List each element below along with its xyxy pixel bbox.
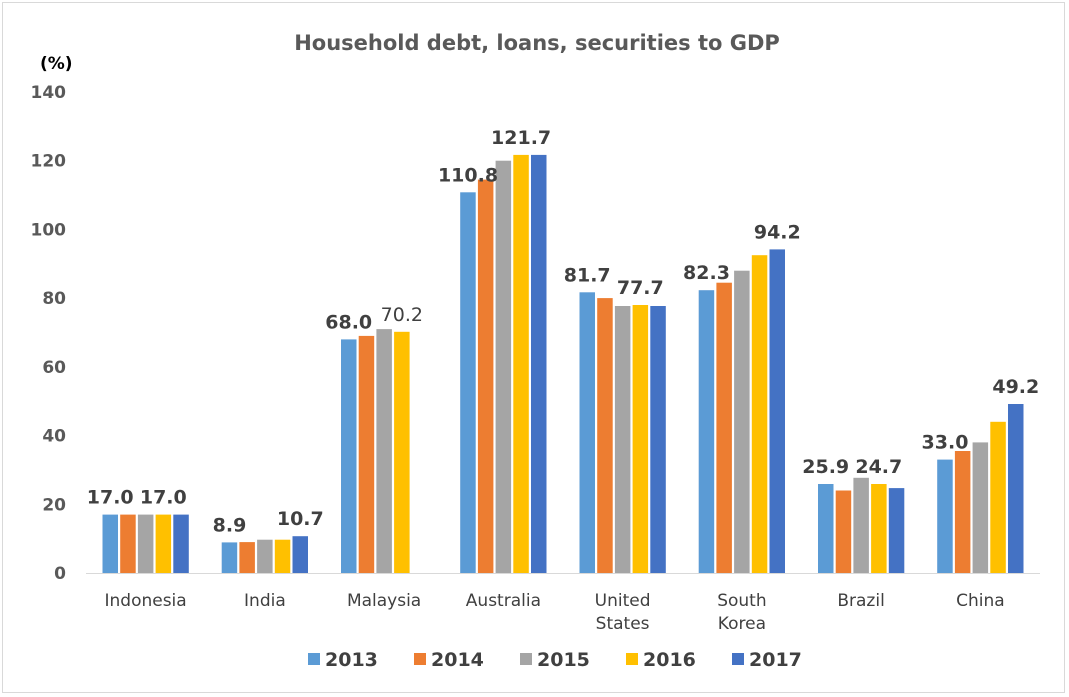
bar-2013 [341,339,357,573]
legend-swatch-2014 [414,653,426,665]
y-tick-label: 100 [31,220,67,240]
x-tick-label: Korea [718,614,766,634]
legend-swatch-2015 [520,653,532,665]
bar-2014 [954,451,971,573]
bar-series [102,154,1024,574]
y-axis: 0 20 40 60 80 100 120 140 [31,83,67,584]
y-tick-label: 80 [42,289,66,309]
bar-2013 [579,292,595,573]
bar-2016 [155,514,172,573]
data-label: 25.9 [802,456,849,478]
bar-2015 [734,270,750,573]
bar-2015 [853,477,869,573]
bar-2013 [102,514,118,573]
legend-swatch-2016 [626,653,638,665]
data-label: 8.9 [213,514,247,536]
y-tick-label: 40 [42,427,66,447]
legend-label: 2017 [749,649,802,671]
bar-2017 [888,488,905,573]
bar-2013 [221,542,238,573]
x-tick-label: China [956,591,1005,611]
y-tick-label: 60 [42,358,66,378]
bar-2016 [632,305,649,573]
x-tick-label: Australia [466,591,541,611]
data-label: 82.3 [683,262,730,284]
legend-swatch-2013 [308,653,320,665]
x-tick-label: Brazil [837,591,884,611]
bar-2016 [871,484,887,573]
data-labels: 17.0 17.0 8.9 10.7 68.0 70.2 110.8 121.7 81.7 77.… [87,127,1039,537]
x-tick-label: States [596,614,650,634]
legend: 2013 2014 2015 2016 2017 [308,649,802,671]
bar-2017 [769,249,785,573]
bar-2017 [173,514,189,573]
data-label: 94.2 [754,221,801,243]
x-axis: Indonesia India Malaysia Australia United Sta… [104,591,1004,634]
legend-label: 2015 [537,649,590,671]
legend-label: 2016 [643,649,696,671]
bar-2017 [1008,404,1024,573]
data-label: 77.7 [617,277,664,299]
x-tick-label: United [595,591,651,611]
bar-2015 [614,306,631,573]
bar-2016 [513,154,529,573]
bar-2013 [460,192,476,574]
bar-2015 [495,160,512,573]
x-tick-label: Indonesia [104,591,186,611]
bar-2016 [394,331,410,573]
y-tick-label: 0 [54,564,66,584]
legend-label: 2013 [325,649,378,671]
bar-2014 [477,179,494,573]
bar-2015 [257,539,273,573]
data-label: 68.0 [325,311,372,333]
bar-2017 [650,306,666,573]
bar-2014 [120,514,136,573]
y-tick-label: 140 [31,83,67,103]
bar-2013 [937,459,953,573]
x-tick-label: India [244,591,286,611]
data-label: 33.0 [922,432,969,454]
data-label: 24.7 [855,456,902,478]
x-tick-label: South [717,591,766,611]
bar-2017 [292,536,308,573]
bar-2014 [716,282,732,573]
bar-2016 [751,255,768,573]
bar-2014 [358,335,375,573]
data-label: 70.2 [381,304,423,326]
x-tick-label: Malaysia [347,591,421,611]
bar-2014 [239,542,255,573]
bar-2013 [698,290,715,573]
bar-2014 [835,490,852,573]
data-label: 49.2 [992,376,1039,398]
bar-2013 [818,484,834,573]
bar-2016 [990,421,1006,573]
data-label: 17.0 [140,487,187,509]
data-label: 10.7 [277,508,324,530]
data-label: 17.0 [87,487,134,509]
legend-label: 2014 [431,649,484,671]
bar-2016 [274,539,291,573]
data-label: 110.8 [438,164,498,186]
y-axis-unit-label: (%) [40,54,73,74]
bar-2017 [531,154,547,573]
data-label: 121.7 [491,127,551,149]
bar-2015 [376,329,392,573]
bar-2015 [137,514,154,573]
y-tick-label: 20 [42,495,66,515]
chart-title: Household debt, loans, securities to GDP [294,31,780,55]
data-label: 81.7 [564,264,611,286]
bar-2014 [597,298,613,573]
legend-swatch-2017 [732,653,744,665]
bar-2015 [972,442,989,573]
y-tick-label: 120 [31,152,67,172]
